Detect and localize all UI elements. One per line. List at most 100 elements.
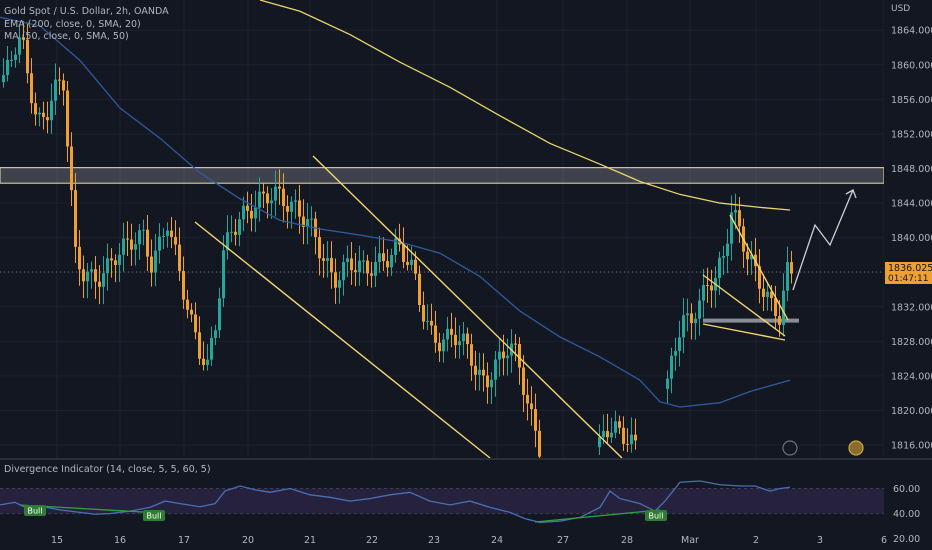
candle [14,54,17,60]
candle [150,256,153,273]
support-level [703,318,799,323]
candle [258,191,261,208]
candle [434,325,437,343]
candle [598,437,601,448]
candle [426,320,429,322]
flash-icon [782,440,798,456]
price-tick: 1824.000 [891,371,932,382]
candle [678,337,681,351]
candle [502,351,505,359]
candle [522,367,525,395]
candle [470,344,473,366]
candle [690,313,693,324]
candle [730,212,733,244]
resistance-zone [0,167,885,184]
candle [462,333,465,342]
candle [734,210,737,213]
candle [242,205,245,220]
candle [170,230,173,237]
candle [610,432,613,438]
ma-50-line [0,16,791,408]
candle [486,375,489,388]
candle [630,434,633,445]
candle [514,343,517,345]
candle [686,313,689,316]
time-tick: 24 [491,535,503,546]
candle [694,318,697,324]
candle [402,244,405,262]
candle [618,421,621,428]
candle [382,253,385,262]
candle [454,334,457,346]
candle [450,328,453,335]
indicator-legend[interactable]: Divergence Indicator (14, close, 5, 5, 6… [4,464,211,475]
candle [238,219,241,235]
candle [58,79,61,81]
projection-arrowhead [845,189,857,199]
candle [478,369,481,375]
candle [190,309,193,315]
bull-label: Bull [27,507,42,516]
candle [338,280,341,288]
candle [234,231,237,235]
candle [346,258,349,263]
candle [26,39,29,74]
candle [438,342,441,352]
ma-legend[interactable]: MA (50, close, 0, SMA, 50) [4,31,129,42]
candle [174,236,177,245]
candle [614,421,617,433]
candle [54,79,57,101]
candle [374,262,377,276]
candle [130,239,133,250]
candle [186,299,189,310]
candle [142,229,145,231]
candle [22,37,25,40]
trendline [702,274,786,337]
candle [326,258,329,261]
candle [294,200,297,202]
candle [446,328,449,340]
candle [250,210,253,219]
time-tick: 16 [114,535,126,546]
price-tick: 1848.000 [891,164,932,175]
candle [430,320,433,326]
candle [178,244,181,272]
candle [746,251,749,260]
candle [270,200,273,204]
candle [350,258,353,271]
ema-legend[interactable]: EMA (200, close, 0, SMA, 20) [4,19,141,30]
candle [330,258,333,273]
candle [154,250,157,273]
candle [354,270,357,273]
candle [90,269,93,272]
candle [254,207,257,219]
candle [290,201,293,212]
last-price-tag [885,261,932,284]
candle [222,250,225,299]
candle [42,112,45,118]
candle [214,330,217,338]
bull-label: Bull [648,512,663,521]
candle [722,256,725,258]
time-tick: 20 [242,535,254,546]
time-tick: 21 [304,535,316,546]
candle [138,230,141,245]
candle [218,298,221,331]
candle [18,37,21,55]
candle [442,339,445,352]
trendline [729,214,789,321]
trendline [194,221,491,459]
symbol-legend[interactable]: Gold Spot / U.S. Dollar, 2h, OANDA [4,6,169,17]
candle [666,378,669,389]
time-tick: Mar [681,535,699,546]
time-tick: 15 [51,535,63,546]
candle [718,257,721,278]
price-tick: 1816.000 [891,441,932,452]
candle [682,315,685,338]
price-tick: 1852.000 [891,129,932,140]
price-tick: 1820.000 [891,406,932,417]
candle [466,333,469,345]
candle [498,351,501,360]
